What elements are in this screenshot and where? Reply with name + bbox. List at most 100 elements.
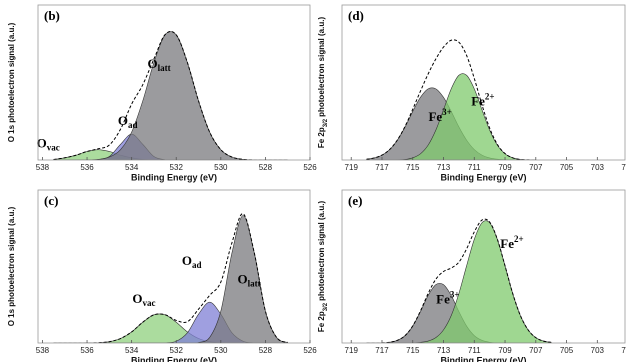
y-axis-title-end: photoelectron signal (a.u.) <box>317 201 326 301</box>
envelope-line <box>366 218 552 343</box>
x-tick-label: 703 <box>591 163 605 172</box>
panel: Fe3+Fe2+719717715713711709707705703701Bi… <box>317 189 626 362</box>
peak-subscript: latt <box>158 63 171 73</box>
x-tick-label: 709 <box>498 163 512 172</box>
x-tick-label: 526 <box>303 346 317 355</box>
peak-label: Ovac <box>37 136 60 153</box>
peak-label: Olatt <box>238 271 261 288</box>
x-tick-label: 536 <box>80 163 94 172</box>
peak-area <box>53 215 289 343</box>
peak-name: O <box>118 113 128 128</box>
peak-label: Fe3+ <box>428 107 451 124</box>
peak-subscript: vac <box>47 143 60 153</box>
peak-label: Fe2+ <box>471 91 494 108</box>
peak-name: O <box>238 271 248 286</box>
x-tick-label: 703 <box>591 346 605 355</box>
envelope-line <box>53 213 288 343</box>
x-tick-label: 538 <box>36 346 50 355</box>
y-axis-title-sub: 3/2 <box>323 118 329 127</box>
peak-label: Oad <box>118 113 138 130</box>
plot-area <box>366 39 536 160</box>
x-tick-label: 707 <box>529 163 543 172</box>
peak-area <box>53 31 288 160</box>
panel-label: (d) <box>348 8 364 23</box>
y-axis-title: Fe 2p3/2photoelectron signal (a.u.) <box>317 17 328 149</box>
peak-superscript: 3+ <box>450 290 460 300</box>
peak-label: Ovac <box>132 291 155 308</box>
peak-subscript: latt <box>248 279 261 289</box>
x-tick-label: 701 <box>621 346 626 355</box>
x-tick-label: 530 <box>214 163 228 172</box>
x-tick-label: 709 <box>498 346 512 355</box>
x-tick-label: 530 <box>214 346 228 355</box>
x-tick-label: 717 <box>375 346 389 355</box>
x-tick-label: 532 <box>170 346 184 355</box>
y-axis-title: O 1s photoelectron signal (a.u.) <box>7 206 16 326</box>
plot-frame <box>37 189 311 344</box>
y-axis-title-main: Fe 2p <box>317 311 326 332</box>
x-tick-label: 715 <box>406 163 420 172</box>
x-tick-label: 538 <box>36 163 50 172</box>
x-tick-label: 528 <box>259 346 273 355</box>
x-tick-label: 713 <box>437 163 451 172</box>
peak-name: O <box>148 56 158 71</box>
y-axis-title: Fe 2p3/2photoelectron signal (a.u.) <box>317 201 328 333</box>
x-axis-title: Binding Energy (eV) <box>440 172 526 182</box>
peak-name: O <box>37 136 47 151</box>
peak-name: Fe <box>436 292 450 307</box>
x-tick-label: 715 <box>406 346 420 355</box>
y-axis-title: O 1s photoelectron signal (a.u.) <box>7 22 16 142</box>
x-tick-label: 534 <box>125 163 139 172</box>
peak-name: O <box>182 253 192 268</box>
x-tick-label: 711 <box>468 163 481 172</box>
x-tick-label: 701 <box>621 163 626 172</box>
x-tick-label: 536 <box>80 346 94 355</box>
y-axis-title-sub: 3/2 <box>323 302 329 311</box>
x-axis-title: Binding Energy (eV) <box>131 172 217 182</box>
peak-superscript: 2+ <box>485 91 495 101</box>
x-tick-label: 705 <box>560 163 574 172</box>
x-tick-label: 532 <box>170 163 184 172</box>
peak-name: Fe <box>471 93 485 108</box>
x-tick-label: 711 <box>468 346 481 355</box>
plot-frame <box>341 4 626 161</box>
plot-frame <box>341 189 626 344</box>
y-axis-title-main: O 1s photoelectron signal (a.u.) <box>7 206 16 326</box>
x-tick-label: 705 <box>560 346 574 355</box>
y-axis-title-end: photoelectron signal (a.u.) <box>317 17 326 117</box>
peak-name: Fe <box>500 236 514 251</box>
peak-name: Fe <box>428 109 442 124</box>
x-tick-label: 526 <box>303 163 317 172</box>
plot-frame <box>37 4 311 161</box>
peak-label: Fe2+ <box>500 234 523 251</box>
panel-label: (b) <box>44 8 60 23</box>
y-axis-title-main: O 1s photoelectron signal (a.u.) <box>7 22 16 142</box>
panel: Fe3+Fe2+719717715713711709707705703701Bi… <box>317 4 626 182</box>
panel-label: (e) <box>348 193 362 208</box>
panel-label: (c) <box>44 193 58 208</box>
x-tick-label: 528 <box>259 163 273 172</box>
peak-label: Fe3+ <box>436 290 459 307</box>
peak-label: Oad <box>182 253 202 270</box>
x-tick-label: 713 <box>437 346 451 355</box>
plot-area <box>366 218 552 343</box>
x-tick-label: 707 <box>529 346 543 355</box>
x-axis-title: Binding Energy (eV) <box>131 355 217 362</box>
x-tick-label: 719 <box>345 163 359 172</box>
x-axis-title: Binding Energy (eV) <box>440 355 526 362</box>
peak-subscript: ad <box>192 260 202 270</box>
peak-name: O <box>132 291 142 306</box>
x-tick-label: 717 <box>375 163 389 172</box>
peak-subscript: vac <box>142 298 155 308</box>
plot-area <box>53 30 288 160</box>
peak-superscript: 3+ <box>442 107 452 117</box>
peak-label: Olatt <box>148 56 171 73</box>
envelope-line <box>366 39 536 160</box>
y-axis-title-main: Fe 2p <box>317 127 326 148</box>
envelope-line <box>53 30 288 160</box>
x-tick-label: 534 <box>125 346 139 355</box>
x-tick-label: 719 <box>345 346 359 355</box>
